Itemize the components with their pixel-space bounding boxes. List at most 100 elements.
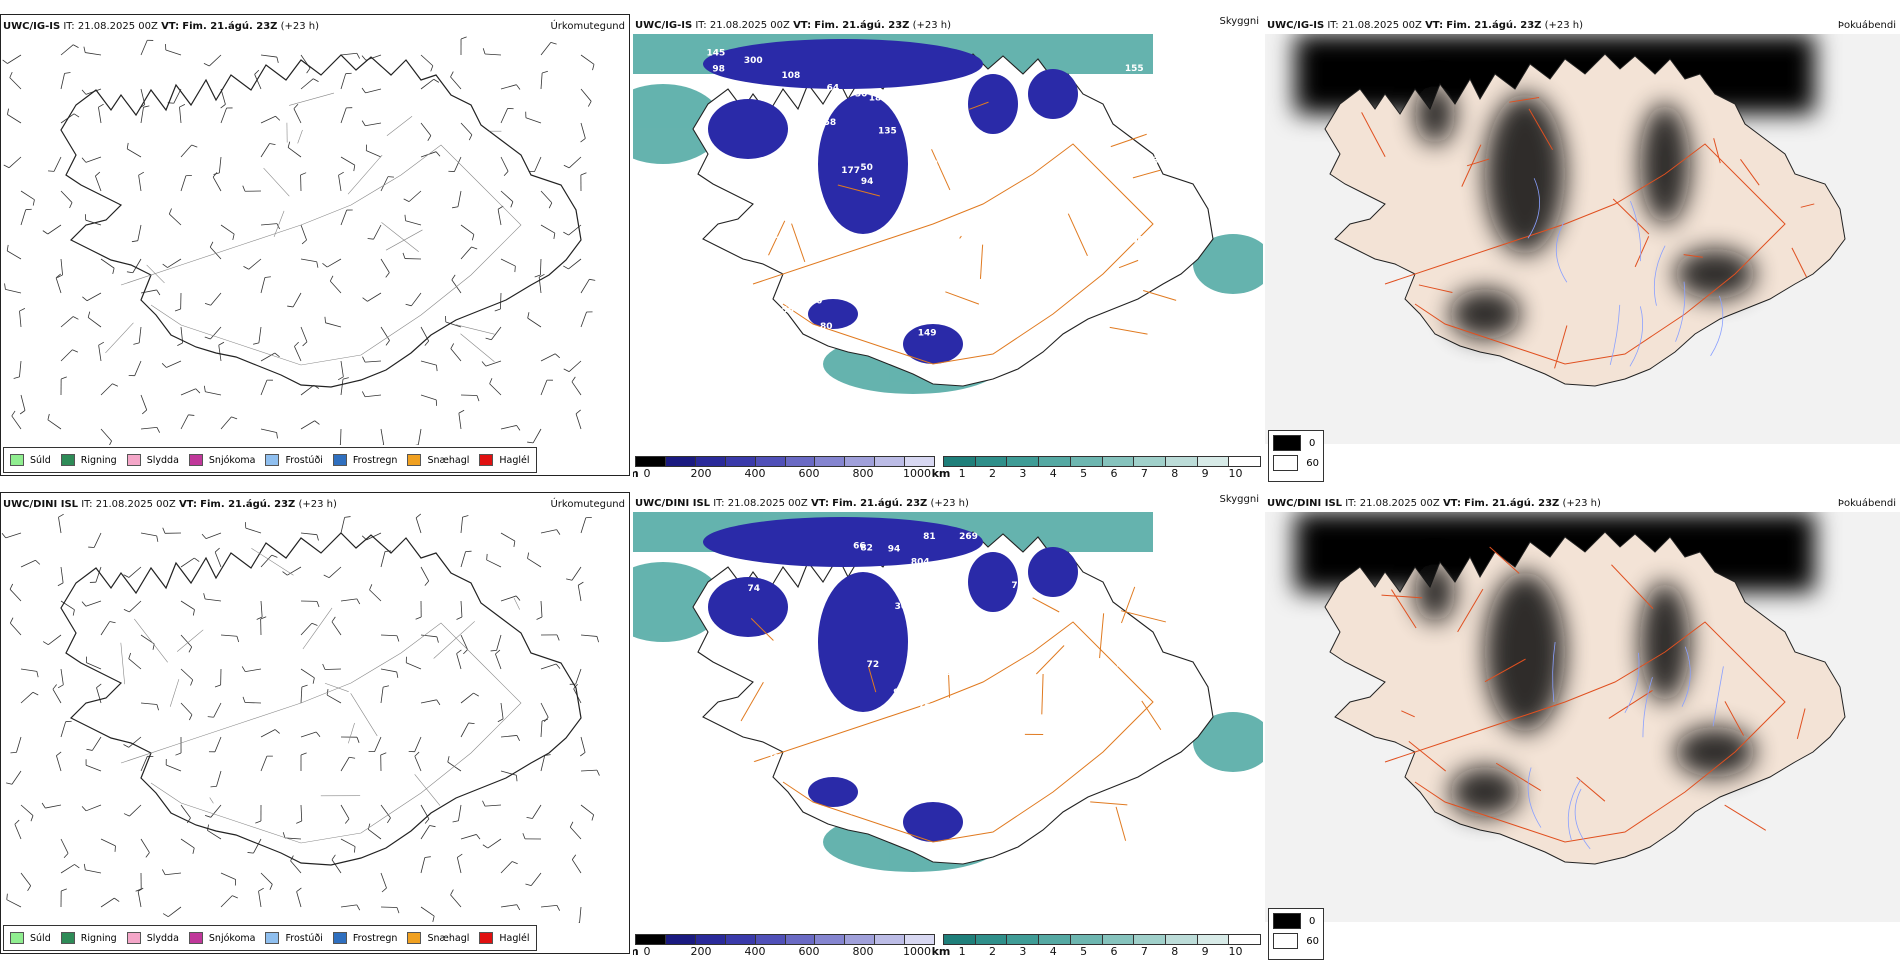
colorbar-cell <box>726 457 756 466</box>
cloud-base-label: 70 <box>1107 128 1120 138</box>
legend-swatch <box>479 454 493 466</box>
fog-map <box>1265 34 1900 444</box>
colorbar-tick: 10 <box>1229 945 1243 958</box>
cloud-base-label: 77 <box>1020 586 1033 596</box>
legend-label: Rigning <box>81 933 117 944</box>
cloud-base-label: 167 <box>985 278 1004 288</box>
precip-legend-item: Súld <box>10 454 51 466</box>
precip-legend-item: Haglél <box>479 932 529 944</box>
colorbar-cell <box>756 457 786 466</box>
fog-panel-row2: UWC/DINI ISL IT: 21.08.2025 00Z VT: Fim.… <box>1265 492 1900 962</box>
cloud-unit: m <box>633 945 639 958</box>
cloud-base-label: 49 <box>880 332 893 342</box>
colorbar-cell <box>786 457 816 466</box>
legend-swatch <box>10 932 24 944</box>
fog-legend-box <box>1273 455 1298 471</box>
legend-label: Slydda <box>147 455 179 466</box>
colorbar-tick: 1 <box>959 945 966 958</box>
legend-label: Snæhagl <box>427 933 469 944</box>
colorbar-cell <box>1134 935 1166 944</box>
cloud-base-label: 56 <box>929 245 942 255</box>
legend-swatch <box>127 454 141 466</box>
colorbar-tick: 8 <box>1171 945 1178 958</box>
colorbar-cell <box>666 457 696 466</box>
precip-legend-item: Frostúði <box>265 454 322 466</box>
cloud-base-label: 87 <box>1120 706 1133 716</box>
cloud-base-label: 94 <box>888 545 901 555</box>
panel-header: UWC/IG-IS IT: 21.08.2025 00Z VT: Fim. 21… <box>3 21 319 32</box>
colorbar-cell <box>1166 457 1198 466</box>
colorbar-cell <box>696 935 726 944</box>
panel-header: UWC/DINI ISL IT: 21.08.2025 00Z VT: Fim.… <box>1267 498 1601 509</box>
fog-legend-value: 0 <box>1309 916 1315 927</box>
colorbar-cell <box>875 457 905 466</box>
colorbar-tick: 2 <box>989 467 996 480</box>
legend-label: Frostregn <box>353 933 398 944</box>
legend-label: Slydda <box>147 933 179 944</box>
colorbar-cell <box>636 457 666 466</box>
cloud-base-colorbar: m02004006008001000 <box>635 934 935 958</box>
fog-legend: 0 60 <box>1268 908 1324 960</box>
legend-swatch <box>407 454 421 466</box>
legend-label: Snæhagl <box>427 455 469 466</box>
cloud-base-label: 165 <box>911 253 930 263</box>
precip-type-panel-row2: UWC/DINI ISL IT: 21.08.2025 00Z VT: Fim.… <box>0 492 630 954</box>
cloud-base-label: 60 <box>803 248 816 258</box>
colorbar-tick: 600 <box>799 945 820 958</box>
cloud-base-label: 61 <box>709 339 722 349</box>
colorbar-cell <box>636 935 666 944</box>
colorbar-cell <box>1071 457 1103 466</box>
cloud-base-label: 120 <box>804 297 823 307</box>
cloud-base-label: 69 <box>1150 689 1163 699</box>
precip-legend-item: Snjókoma <box>189 454 256 466</box>
cloud-base-colorbar: m02004006008001000 <box>635 456 935 480</box>
cloud-base-label: 65 <box>793 732 806 742</box>
precip-legend-item: Slydda <box>127 932 179 944</box>
precip-legend-item: Slydda <box>127 454 179 466</box>
colorbar-cell <box>944 935 976 944</box>
colorbar-cell <box>1007 935 1039 944</box>
legend-label: Súld <box>30 933 51 944</box>
cloud-base-label: 59 <box>931 610 944 620</box>
precip-type-map <box>1 35 630 445</box>
colorbar-tick: 200 <box>691 467 712 480</box>
cloud-base-label: 156 <box>775 306 794 316</box>
colorbar-cell <box>845 935 875 944</box>
colorbar-tick: 0 <box>644 467 651 480</box>
cloud-base-label: 113 <box>804 345 823 355</box>
fog-legend-value: 60 <box>1306 936 1319 947</box>
cloud-base-label: 61 <box>922 198 935 208</box>
vis-unit: km <box>932 467 951 480</box>
cloud-base-label: 70 <box>984 654 997 664</box>
precip-legend-item: Frostregn <box>333 932 398 944</box>
fog-legend-box <box>1273 933 1298 949</box>
cloud-base-label: 70 <box>1052 257 1065 267</box>
precip-legend-item: Snæhagl <box>407 932 469 944</box>
legend-label: Súld <box>30 455 51 466</box>
colorbar-tick: 3 <box>1019 467 1026 480</box>
cloud-base-panel-row2: UWC/DINI ISL IT: 21.08.2025 00Z VT: Fim.… <box>633 492 1263 962</box>
cloud-base-label: 101 <box>990 137 1009 147</box>
cloud-base-label: 58 <box>824 118 837 128</box>
cloud-base-label: 108 <box>782 71 801 81</box>
legend-label: Haglél <box>499 455 529 466</box>
fog-legend-row: 60 <box>1269 929 1323 949</box>
colorbar-cell <box>1229 935 1260 944</box>
legend-swatch <box>10 454 24 466</box>
cloud-base-label: 65 <box>793 164 806 174</box>
cloud-base-panel-row1: UWC/IG-IS IT: 21.08.2025 00Z VT: Fim. 21… <box>633 14 1263 484</box>
colorbar-tick: 400 <box>745 945 766 958</box>
cloud-base-label: 81 <box>923 532 936 542</box>
colorbar-tick: 2 <box>989 945 996 958</box>
fog-legend-box <box>1273 435 1301 451</box>
cloud-base-label: 82 <box>860 543 873 553</box>
colorbar-cell <box>756 935 786 944</box>
cloud-base-label: 102 <box>985 298 1004 308</box>
product-title: Þokuábendi <box>1838 20 1896 31</box>
legend-swatch <box>61 932 75 944</box>
colorbar-cell <box>1198 457 1230 466</box>
colorbar-cell <box>1071 935 1103 944</box>
